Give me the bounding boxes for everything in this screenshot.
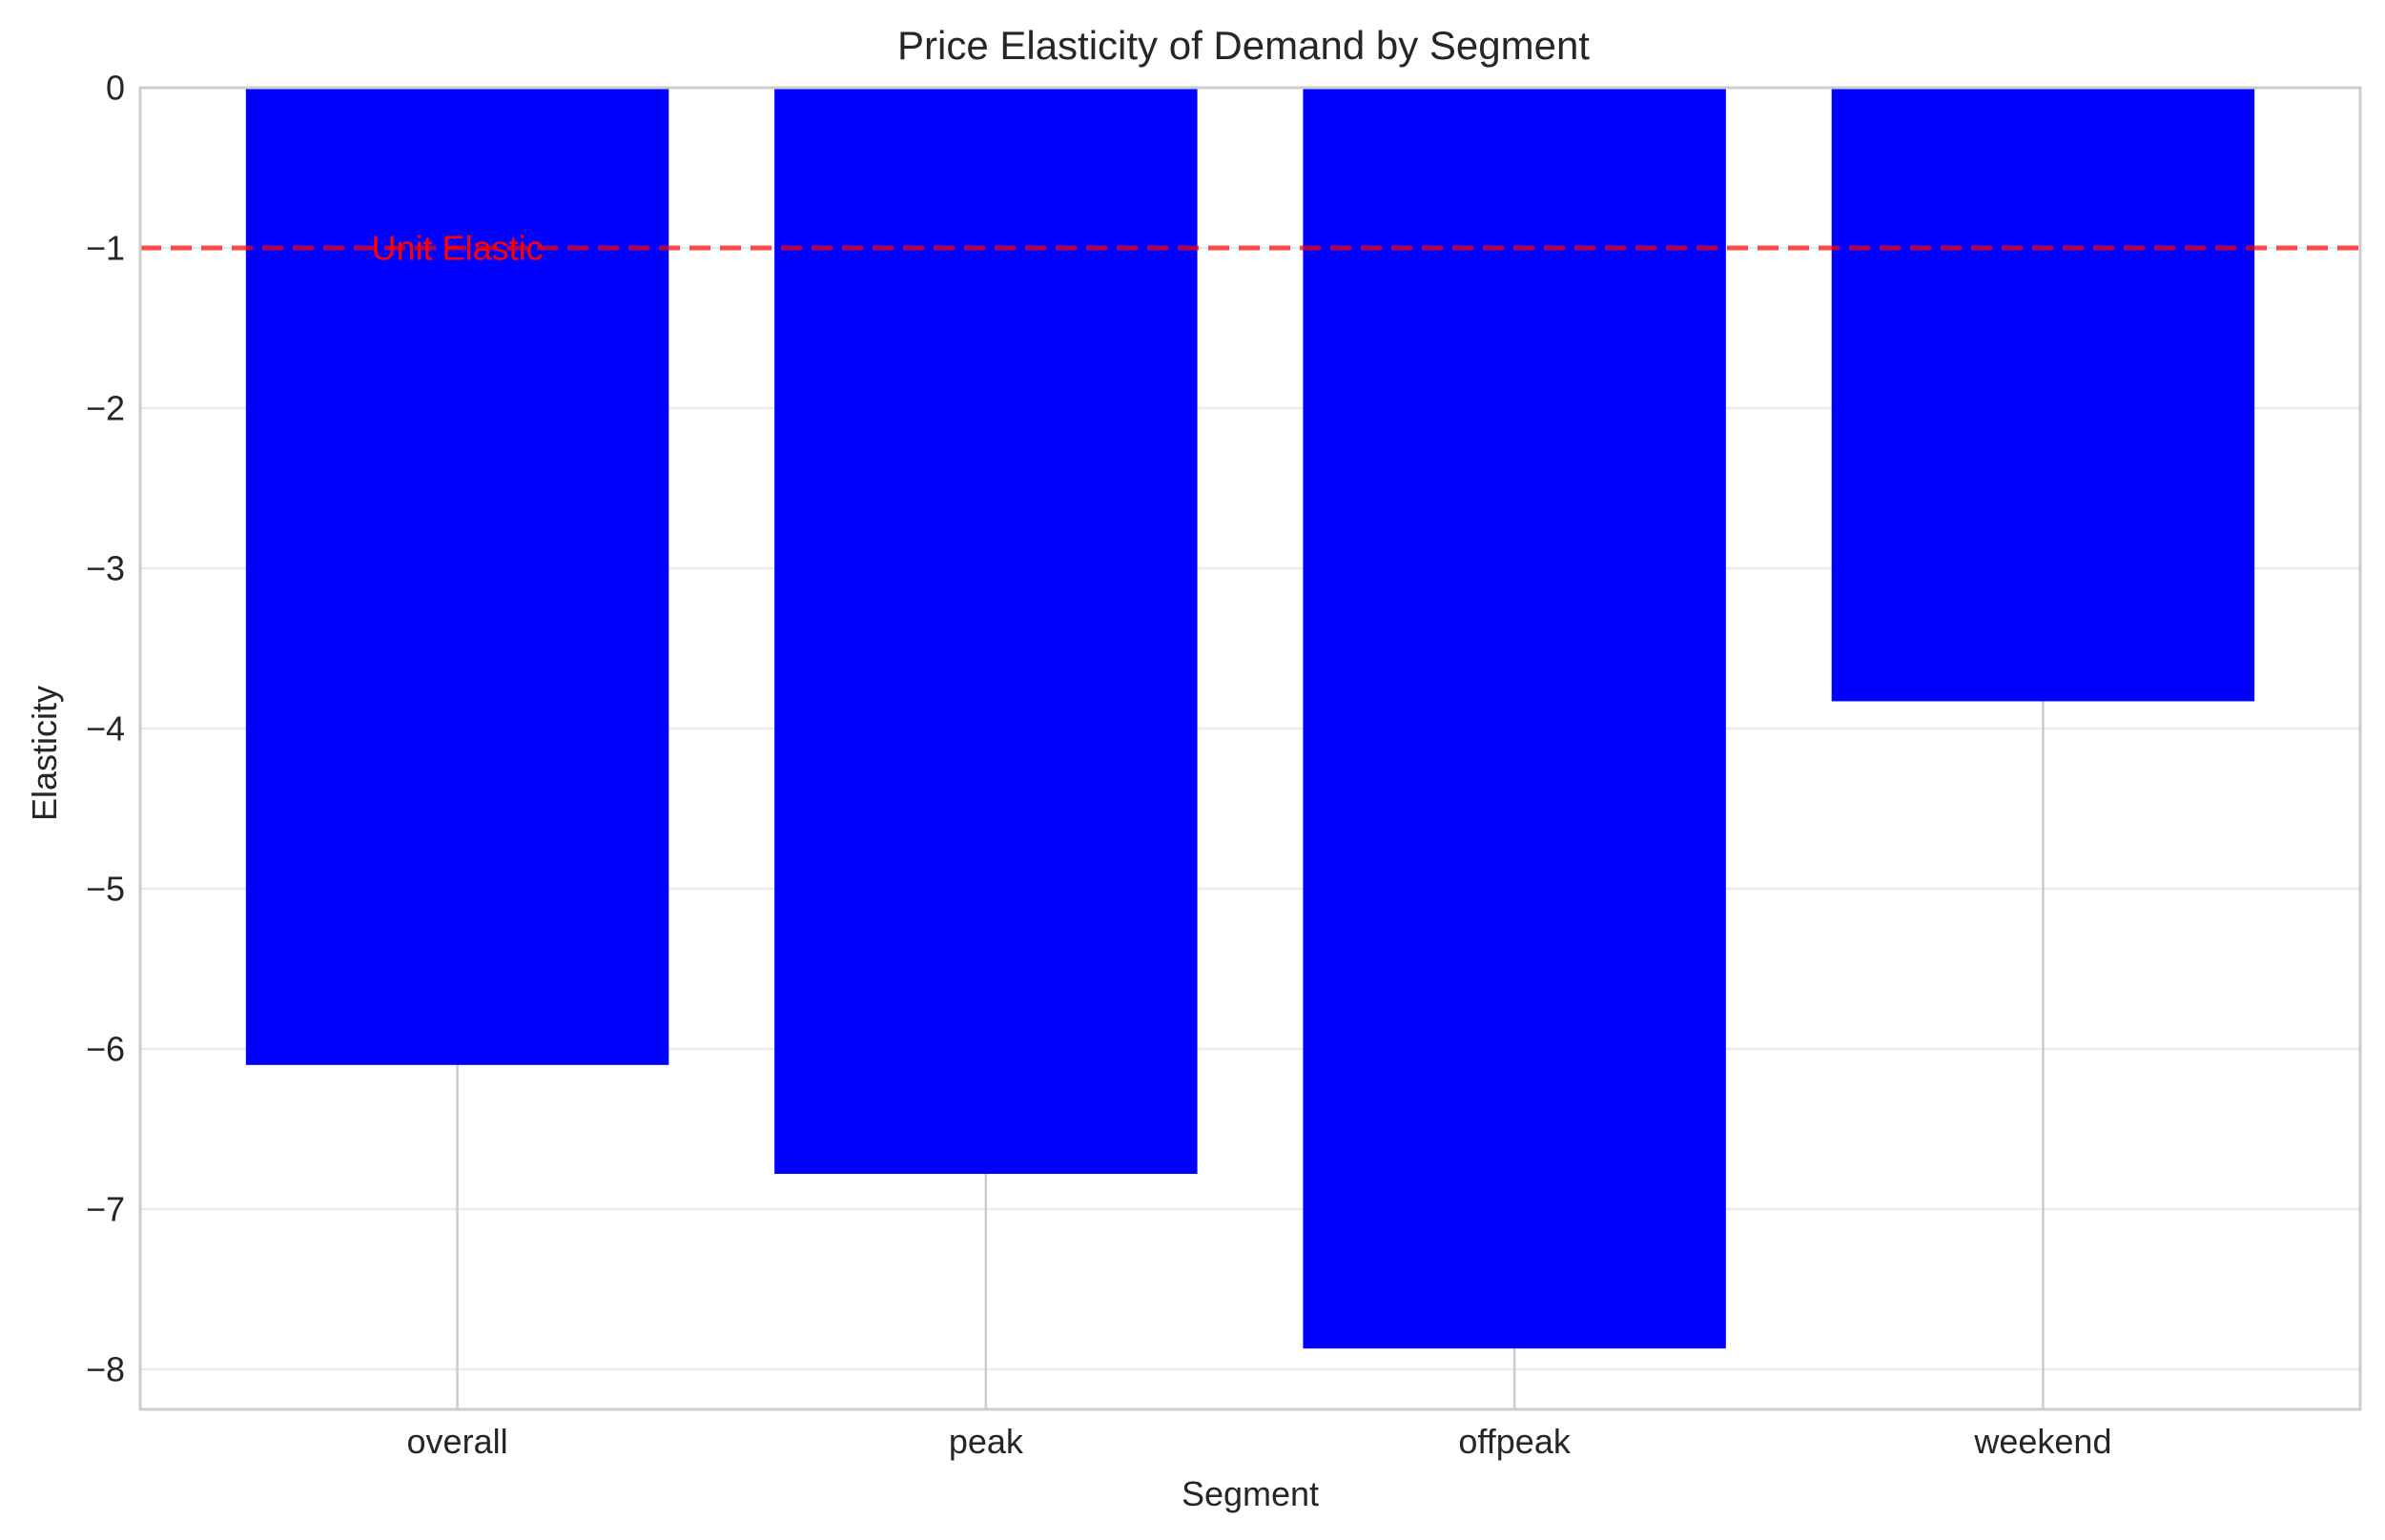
y-tick-label: −1 — [86, 229, 125, 268]
y-tick-label: −2 — [86, 389, 125, 428]
y-axis-ticks: 0 −1 −2 −3 −4 −5 −6 −7 −8 — [86, 69, 125, 1389]
bar-weekend — [1831, 88, 2255, 702]
y-tick-label: −3 — [86, 549, 125, 588]
y-axis-label: Elasticity — [25, 686, 64, 821]
y-tick-label: 0 — [106, 69, 125, 108]
x-tick-label: overall — [407, 1422, 508, 1461]
y-tick-label: −7 — [86, 1190, 125, 1229]
chart-title: Price Elasticity of Demand by Segment — [897, 23, 1590, 68]
y-tick-label: −5 — [86, 870, 125, 909]
bar-peak — [774, 88, 1198, 1175]
reference-line-group: Unit Elastic — [140, 229, 2360, 268]
x-tick-label: offpeak — [1458, 1422, 1571, 1461]
bar-overall — [245, 88, 669, 1065]
y-tick-label: −4 — [86, 709, 125, 749]
x-tick-label: weekend — [1973, 1422, 2111, 1461]
plot-frame — [138, 86, 2362, 1411]
plot-area: Unit Elastic — [138, 86, 2362, 1411]
y-tick-label: −8 — [86, 1350, 125, 1389]
x-axis-ticks: overall peak offpeak weekend — [407, 1422, 2112, 1461]
x-tick-label: peak — [949, 1422, 1024, 1461]
bar-offpeak — [1303, 88, 1726, 1349]
bars — [245, 88, 2255, 1349]
x-axis-label: Segment — [1182, 1474, 1319, 1513]
reference-line-label: Unit Elastic — [372, 229, 544, 268]
y-tick-label: −6 — [86, 1030, 125, 1069]
